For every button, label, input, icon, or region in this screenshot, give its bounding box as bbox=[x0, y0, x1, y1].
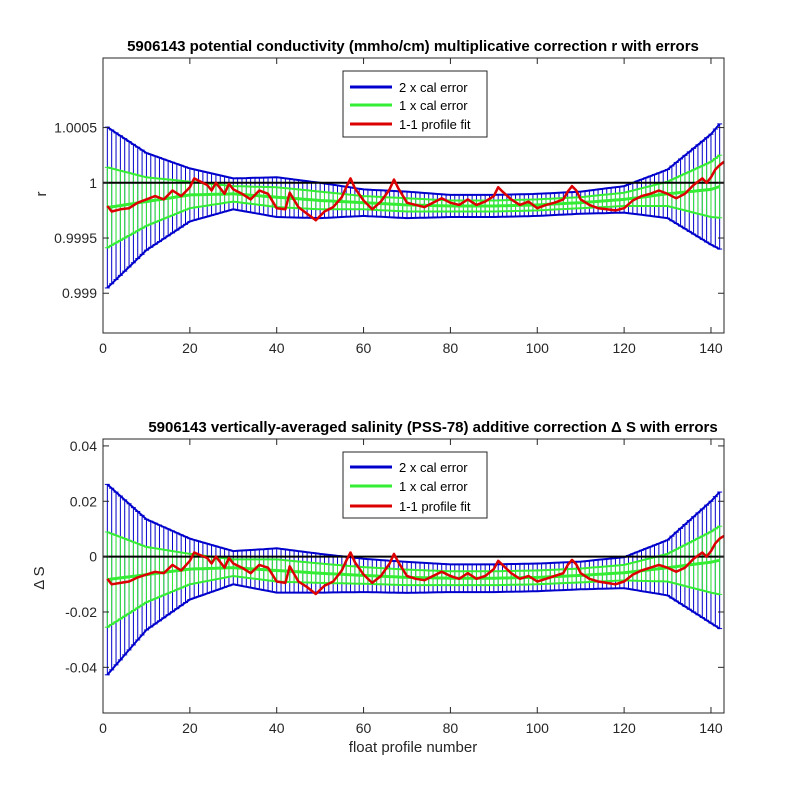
x-tick-label: 60 bbox=[356, 340, 372, 356]
legend-label-profile-fit: 1-1 profile fit bbox=[399, 499, 471, 514]
legend: 2 x cal error 1 x cal error 1-1 profile … bbox=[342, 451, 488, 519]
x-tick-label: 0 bbox=[99, 720, 107, 736]
data-layer bbox=[103, 483, 724, 676]
panel-conductivity-correction: 5906143 potential conductivity (mmho/cm)… bbox=[33, 38, 725, 356]
legend-label-1x-cal-error: 1 x cal error bbox=[399, 479, 468, 494]
x-tick-label: 100 bbox=[526, 720, 550, 736]
x-tick-label: 60 bbox=[356, 720, 372, 736]
envelope-2x-lower bbox=[106, 208, 721, 289]
y-tick-label: 0.999 bbox=[62, 285, 97, 301]
y-tick-label: 0 bbox=[89, 549, 97, 565]
y-axis: 0.999 0.9995 1 1.0005 bbox=[54, 120, 724, 301]
y-tick-label: -0.02 bbox=[65, 604, 97, 620]
envelope-2x-lower bbox=[106, 583, 721, 676]
y-axis-label: Δ S bbox=[31, 566, 48, 589]
x-tick-label: 100 bbox=[526, 340, 550, 356]
axes-frame bbox=[102, 438, 725, 714]
series-profile-fit-line bbox=[106, 534, 724, 596]
x-tick-label: 140 bbox=[699, 340, 723, 356]
x-tick-label: 20 bbox=[182, 340, 198, 356]
x-tick-label: 40 bbox=[269, 340, 285, 356]
x-axis: 0 20 40 60 80 100 120 140 bbox=[99, 439, 723, 736]
chart-title: 5906143 vertically-averaged salinity (PS… bbox=[148, 419, 717, 436]
y-tick-label: 1.0005 bbox=[54, 120, 97, 136]
x-tick-label: 140 bbox=[699, 720, 723, 736]
y-axis: -0.04 -0.02 0 0.02 0.04 bbox=[65, 438, 724, 675]
legend-label-1x-cal-error: 1 x cal error bbox=[399, 98, 468, 113]
y-axis-label: r bbox=[33, 192, 50, 197]
legend: 2 x cal error 1 x cal error 1-1 profile … bbox=[342, 70, 488, 138]
panel-salinity-correction: 5906143 vertically-averaged salinity (PS… bbox=[31, 419, 725, 756]
x-tick-label: 0 bbox=[99, 340, 107, 356]
x-tick-label: 120 bbox=[612, 340, 636, 356]
envelope-1x-lower bbox=[106, 574, 720, 629]
y-tick-label: 0.04 bbox=[70, 438, 97, 454]
y-tick-label: 1 bbox=[89, 175, 97, 191]
x-tick-label: 80 bbox=[443, 340, 459, 356]
x-tick-label: 120 bbox=[612, 720, 636, 736]
series-profile-fit-line bbox=[106, 160, 724, 222]
x-tick-label: 40 bbox=[269, 720, 285, 736]
axes-frame bbox=[102, 57, 725, 334]
legend-label-2x-cal-error: 2 x cal error bbox=[399, 80, 468, 95]
x-tick-label: 20 bbox=[182, 720, 198, 736]
y-tick-label: 0.9995 bbox=[54, 230, 97, 246]
y-tick-label: 0.02 bbox=[70, 493, 97, 509]
x-axis: 0 20 40 60 80 100 120 140 bbox=[99, 58, 723, 356]
plot-area: 0 20 40 60 80 100 120 140 -0.04 -0.02 0 0.02 0.04 bbox=[65, 438, 725, 736]
x-tick-label: 80 bbox=[443, 720, 459, 736]
envelope-2x-upper bbox=[106, 483, 721, 566]
y-tick-label: -0.04 bbox=[65, 659, 97, 675]
chart-title: 5906143 potential conductivity (mmho/cm)… bbox=[127, 38, 699, 55]
data-layer bbox=[103, 123, 724, 289]
envelope-1x-lower bbox=[106, 200, 720, 249]
envelope-2x-upper bbox=[106, 123, 721, 196]
x-axis-label: float profile number bbox=[349, 739, 477, 756]
legend-label-profile-fit: 1-1 profile fit bbox=[399, 117, 471, 132]
legend-label-2x-cal-error: 2 x cal error bbox=[399, 460, 468, 475]
